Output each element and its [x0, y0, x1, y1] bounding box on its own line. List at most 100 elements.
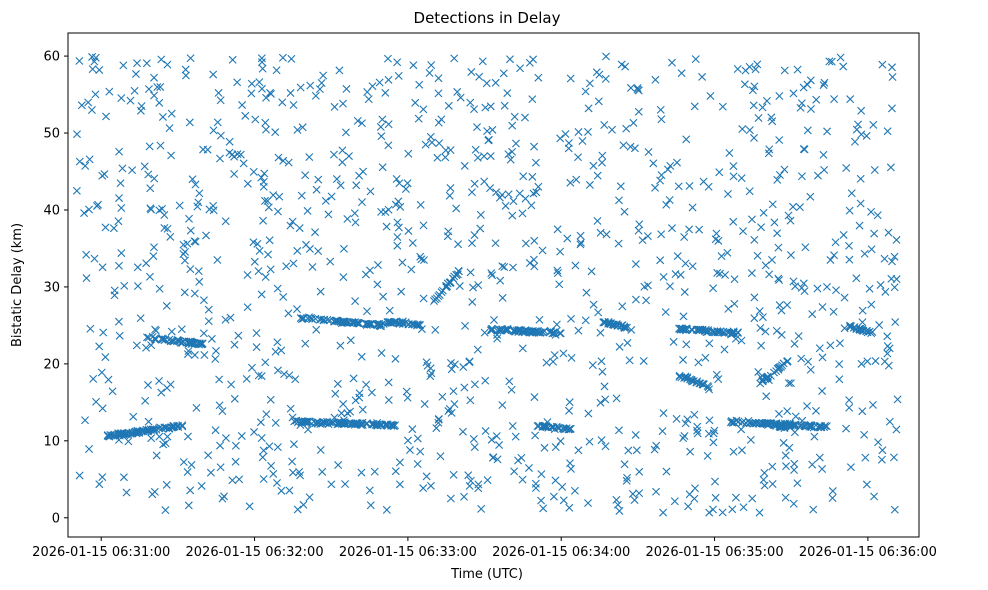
detection-point — [209, 206, 218, 215]
detection-point — [393, 233, 402, 242]
detection-point — [98, 404, 107, 413]
detection-point — [585, 180, 594, 189]
detection-point — [884, 228, 893, 237]
detection-point — [506, 55, 514, 64]
detection-point — [188, 175, 197, 184]
detection-point — [215, 154, 224, 163]
detection-point — [385, 306, 394, 315]
detection-point — [501, 326, 510, 335]
detection-point — [144, 170, 153, 179]
detection-point — [739, 227, 748, 236]
detection-point — [852, 125, 861, 134]
detection-point — [545, 327, 554, 336]
detection-point — [408, 239, 417, 248]
detection-point — [523, 326, 532, 335]
detection-point — [373, 321, 382, 330]
detection-point — [230, 170, 239, 179]
detection-point — [509, 263, 518, 272]
detection-point — [95, 480, 104, 489]
detection-point — [450, 400, 459, 409]
detection-point — [260, 169, 269, 178]
detection-point — [216, 441, 225, 450]
detection-point — [524, 463, 533, 472]
detection-point — [450, 54, 459, 63]
detection-point — [144, 333, 153, 342]
detection-point — [302, 418, 311, 427]
detection-point — [715, 168, 724, 177]
detection-point — [696, 325, 705, 334]
detection-point — [504, 150, 513, 159]
detection-point — [114, 217, 123, 226]
detection-point — [634, 107, 643, 116]
detection-point — [818, 353, 827, 362]
x-tick-label: 2026-01-15 06:35:00 — [646, 545, 784, 560]
detection-point — [883, 332, 892, 341]
detection-point — [73, 130, 81, 139]
detection-point — [245, 502, 254, 511]
detection-point — [85, 445, 94, 454]
detection-point — [157, 55, 166, 64]
detection-point — [887, 257, 896, 266]
detection-point — [567, 353, 576, 362]
detection-point — [788, 202, 797, 211]
detection-point — [672, 414, 681, 423]
detection-point — [315, 315, 324, 324]
detection-point — [867, 207, 876, 216]
detection-point — [338, 317, 347, 326]
detection-point — [543, 418, 552, 427]
detection-point — [493, 330, 502, 339]
detection-point — [723, 248, 732, 257]
detection-point — [806, 192, 815, 201]
detection-point — [753, 60, 762, 69]
detection-point — [101, 112, 110, 121]
detection-point — [117, 94, 126, 103]
detection-point — [262, 410, 271, 419]
detection-point — [539, 504, 548, 513]
detection-point — [518, 475, 527, 484]
detection-point — [661, 308, 670, 317]
detection-point — [484, 136, 493, 145]
detection-point — [693, 426, 702, 435]
detection-point — [820, 423, 829, 432]
detection-point — [730, 275, 739, 284]
detection-point — [308, 314, 317, 323]
detection-point — [508, 147, 517, 156]
detection-point — [312, 185, 321, 194]
detection-point — [890, 283, 899, 292]
detection-point — [486, 102, 495, 111]
detection-point — [711, 493, 720, 502]
detection-point — [101, 223, 110, 232]
detection-point — [878, 60, 887, 69]
detection-point — [221, 217, 230, 226]
detection-point — [682, 340, 691, 349]
detection-point — [737, 446, 746, 455]
detection-point — [846, 322, 855, 331]
detection-point — [344, 152, 353, 161]
detection-point — [156, 141, 165, 150]
detection-point — [332, 175, 341, 184]
detection-point — [101, 353, 110, 362]
detection-point — [759, 419, 768, 428]
detection-point — [90, 254, 99, 263]
detection-point — [650, 445, 659, 454]
detection-point — [745, 418, 754, 427]
detection-point — [754, 367, 763, 376]
detection-point — [549, 492, 558, 501]
detection-point — [551, 330, 560, 339]
detection-point — [338, 146, 347, 155]
detection-point — [596, 398, 605, 407]
detection-point — [379, 319, 388, 328]
detection-point — [845, 206, 854, 215]
detection-point — [218, 407, 227, 416]
detection-point — [480, 177, 489, 186]
detection-point — [303, 425, 312, 434]
detection-point — [456, 93, 465, 102]
detection-point — [601, 442, 610, 451]
detection-point — [737, 174, 746, 183]
detection-point — [368, 82, 377, 91]
detection-point — [234, 331, 243, 340]
detection-point — [804, 357, 813, 366]
detection-point — [808, 460, 817, 469]
detection-point — [846, 463, 855, 472]
detection-point — [167, 109, 176, 118]
